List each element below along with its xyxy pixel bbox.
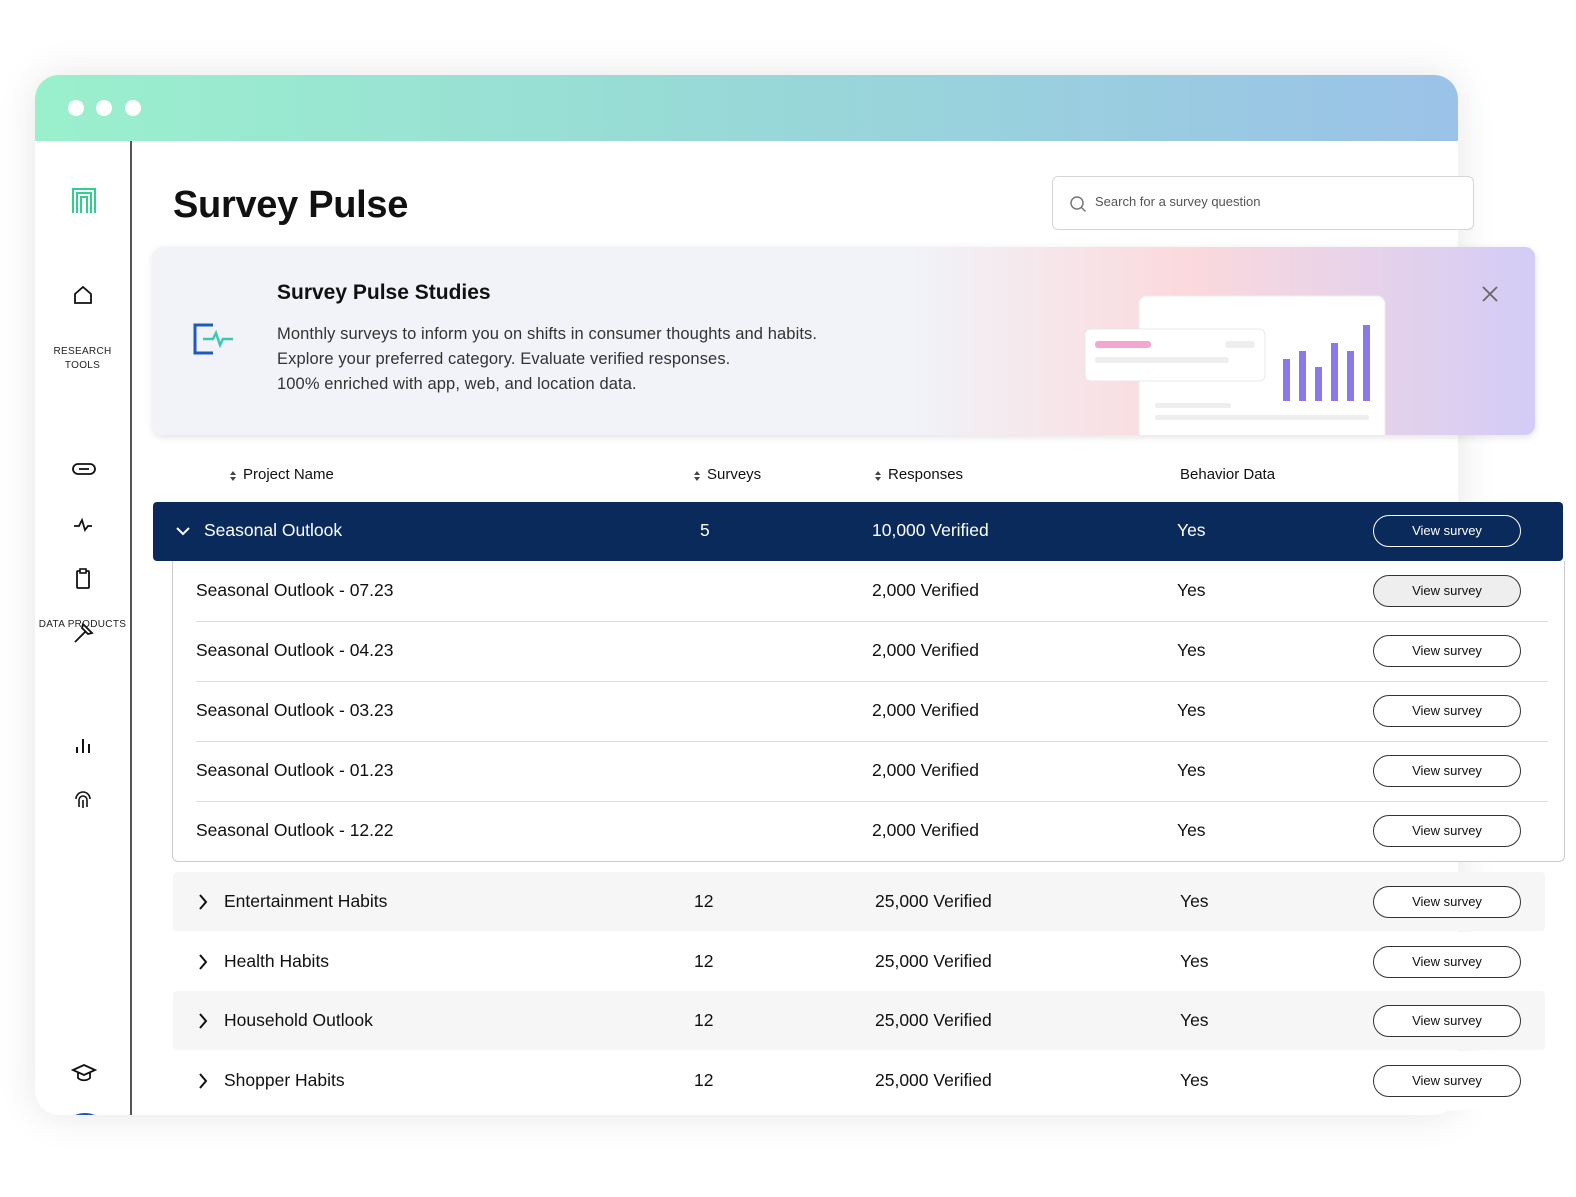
search-box[interactable]: Search for a survey question: [1052, 176, 1474, 230]
title-bar: [35, 75, 1458, 141]
home-icon[interactable]: [71, 283, 95, 307]
info-banner: Survey Pulse Studies Monthly surveys to …: [153, 247, 1535, 435]
sidebar: RESEARCH TOOLS DATA PRODUCTS LL: [35, 141, 132, 1115]
banner-text: Monthly surveys to inform you on shifts …: [277, 325, 818, 343]
banner-illustration: [1084, 295, 1386, 435]
window-dot: [96, 100, 112, 116]
clipboard-icon[interactable]: [71, 567, 95, 591]
pulse-icon[interactable]: [71, 513, 95, 537]
fingerprint-icon[interactable]: [71, 787, 95, 811]
section-label: RESEARCH TOOLS: [53, 346, 112, 371]
app-window: RESEARCH TOOLS DATA PRODUCTS LL: [35, 75, 1458, 1115]
avatar[interactable]: LL: [61, 1113, 109, 1115]
search-icon: [1070, 196, 1087, 213]
logo[interactable]: [71, 187, 97, 215]
window-dot: [125, 100, 141, 116]
research-icon[interactable]: [71, 459, 97, 479]
section-label: DATA PRODUCTS: [38, 619, 127, 630]
banner-text: Explore your preferred category. Evaluat…: [277, 350, 731, 368]
banner-icon: [193, 323, 233, 355]
search-placeholder: Search for a survey question: [1095, 194, 1261, 209]
chart-icon[interactable]: [71, 733, 95, 757]
tool-icon[interactable]: [71, 619, 97, 645]
page-title: Survey Pulse: [173, 184, 409, 226]
close-button[interactable]: [1481, 285, 1499, 303]
window-dot: [68, 100, 84, 116]
banner-title: Survey Pulse Studies: [277, 281, 491, 304]
banner-text: 100% enriched with app, web, and locatio…: [277, 375, 637, 393]
learn-icon[interactable]: [71, 1061, 97, 1085]
